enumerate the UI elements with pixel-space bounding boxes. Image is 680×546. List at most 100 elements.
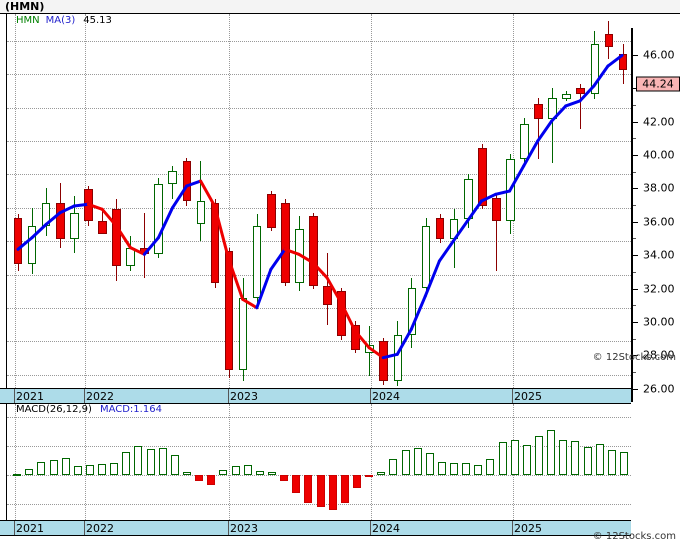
date-tick (84, 389, 85, 403)
candle-up (238, 297, 248, 370)
watermark-main: © 12Stocks.com (592, 352, 676, 363)
macd-gridline (7, 446, 631, 448)
macd-bar-negative (340, 475, 349, 503)
macd-bar-positive (450, 463, 458, 475)
footer (0, 536, 680, 546)
macd-bar-positive (122, 452, 131, 475)
price-tick-label: 28.00 (643, 348, 675, 362)
price-tick-mark (633, 388, 638, 390)
candle-down (576, 87, 586, 95)
macd-bar-positive (73, 465, 82, 476)
price-gridline (7, 341, 631, 343)
price-tick-label: 40.00 (643, 148, 675, 162)
macd-bar-positive (535, 435, 543, 476)
candle-up (562, 94, 571, 100)
candle-down (98, 221, 107, 235)
candle-down (323, 286, 332, 305)
macd-bar-positive (49, 460, 58, 476)
candle-up (196, 201, 206, 225)
candle-up (590, 44, 600, 95)
price-gridline (7, 174, 631, 176)
macd-bar-positive (13, 473, 22, 476)
price-tick-label: 46.00 (643, 48, 675, 62)
candle-up (168, 170, 178, 185)
macd-bar-positive (389, 459, 398, 476)
candle-up (154, 184, 164, 255)
price-gridline (7, 307, 631, 309)
price-gridline (7, 40, 631, 42)
candle-wick (144, 212, 146, 278)
candle-up (295, 229, 304, 283)
macd-gridline-vertical (371, 404, 372, 520)
price-tick-mark (633, 188, 638, 190)
watermark-footer: © 12Stocks.com (592, 531, 676, 542)
price-tick-mark (633, 288, 638, 290)
macd-bar-negative (316, 475, 325, 507)
macd-gridline-vertical (229, 404, 230, 520)
legend-ma-value: 45.13 (83, 15, 112, 26)
date-label: 2024 (372, 522, 400, 535)
price-tick-minor (633, 338, 636, 340)
macd-bar-positive (425, 453, 434, 475)
macd-legend: MACD(26,12,9) MACD:1.164 (16, 404, 162, 416)
price-tick-label: 36.00 (643, 215, 675, 229)
price-panel: HMN MA(3) 45.13 26.00 28.00 30.00 32.00 34.00 3… (0, 14, 680, 407)
price-tick-mark (633, 221, 638, 223)
candle-down (210, 202, 220, 283)
macd-bar-positive (267, 471, 276, 476)
macd-plot-area[interactable]: MACD(26,12,9) MACD:1.164 (6, 404, 631, 520)
macd-indicator-name: MACD(26,12,9) (16, 404, 92, 415)
macd-panel: MACD(26,12,9)MACD:1.164 -1.0000.0001.000… (0, 404, 680, 520)
candle-down (618, 54, 628, 71)
macd-bar-positive (462, 462, 471, 476)
date-label: 2022 (86, 522, 114, 535)
title-bar: (HMN) (0, 0, 680, 14)
macd-bar-positive (110, 462, 119, 476)
candle-down (112, 209, 121, 267)
price-legend: HMN MA(3) 45.13 (16, 15, 112, 27)
candle-up (41, 202, 51, 227)
macd-bar-negative (328, 475, 337, 511)
candle-down (182, 160, 192, 201)
candle-up (463, 179, 473, 220)
macd-bar-negative (292, 475, 301, 494)
date-tick (512, 521, 513, 535)
macd-bar-positive (522, 444, 531, 476)
macd-bar-positive (437, 462, 446, 475)
candle-up (520, 124, 529, 160)
date-label: 2021 (16, 522, 44, 535)
date-tick (370, 521, 371, 535)
price-gridline (7, 374, 631, 376)
macd-bar-negative (280, 475, 289, 481)
date-tick (512, 389, 513, 403)
price-tick-mark (633, 88, 638, 90)
moving-average-line (16, 53, 624, 360)
price-tick-minor (633, 138, 636, 140)
macd-gridline-vertical (85, 404, 86, 520)
price-tick-label: 42.00 (643, 115, 675, 128)
candle-up (506, 159, 515, 222)
candle-down (224, 251, 234, 370)
macd-bar-negative (365, 475, 373, 477)
macd-bar-positive (85, 464, 94, 475)
price-plot-area[interactable]: HMN MA(3) 45.13 (6, 14, 631, 388)
price-tick-label: 26.00 (643, 382, 675, 396)
candle-up (407, 287, 417, 335)
price-gridline-vertical (371, 14, 372, 388)
candle-up (393, 334, 403, 382)
macd-gridline (7, 417, 631, 419)
price-gridline (7, 274, 631, 276)
price-gridline-vertical (15, 14, 16, 388)
macd-bar-positive (571, 440, 580, 475)
candle-down (309, 216, 318, 287)
price-gridline (7, 107, 631, 109)
candle-wick (495, 194, 497, 272)
macd-bar-positive (510, 440, 519, 476)
candle-down (140, 247, 149, 255)
macd-bar-positive (607, 449, 616, 475)
price-tick-mark (633, 355, 638, 357)
candle-up (69, 212, 79, 240)
macd-bar-positive (486, 459, 495, 476)
candle-up (365, 344, 375, 353)
